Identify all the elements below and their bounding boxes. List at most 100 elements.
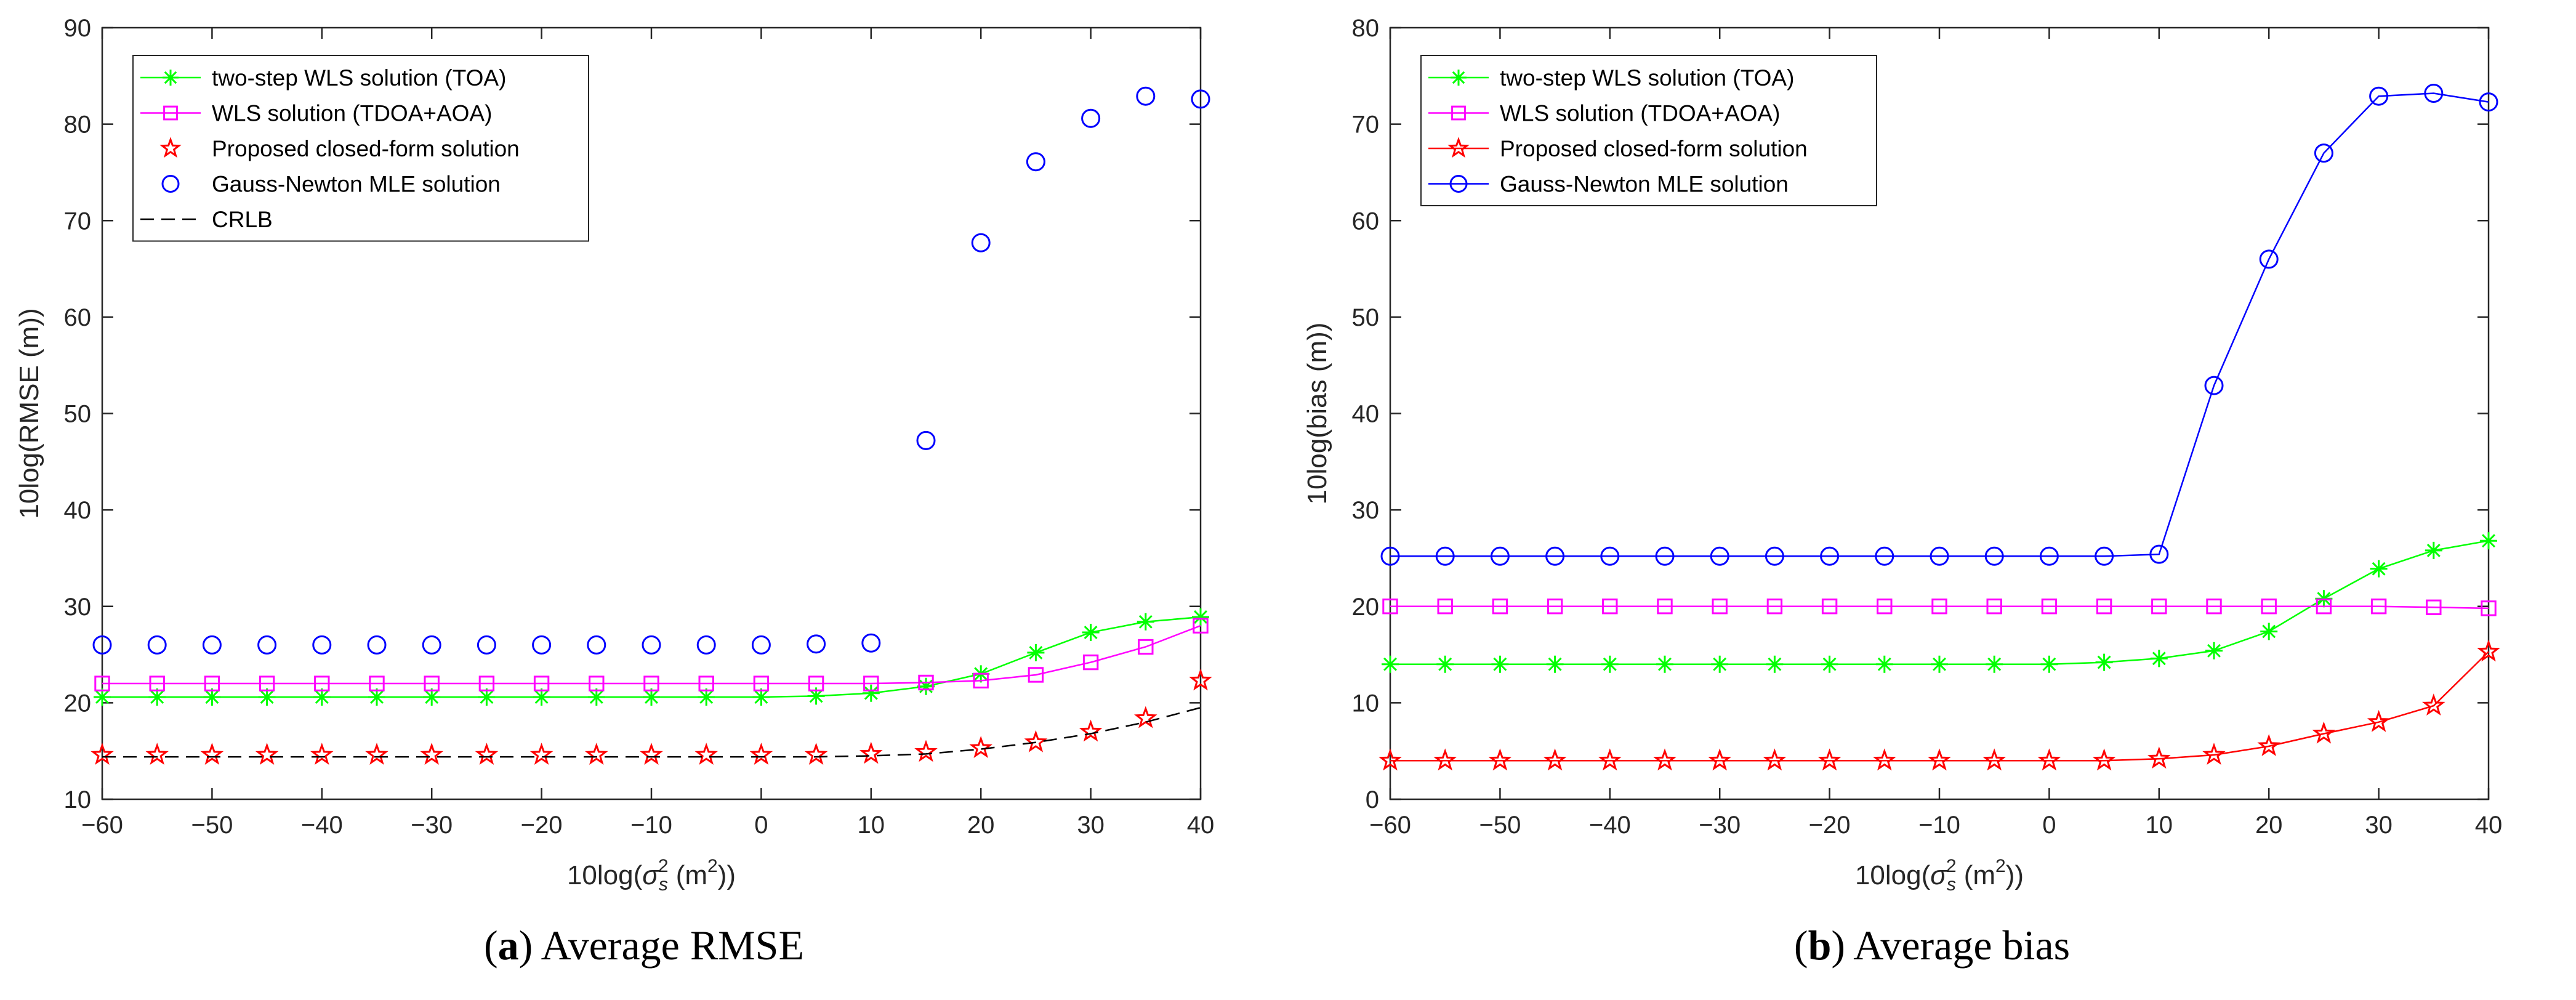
marker-star [1488,748,1512,771]
x-tick-label: −60 [81,812,123,839]
legend-entry: two-step WLS solution (TOA) [1428,65,1794,91]
legend-label: two-step WLS solution (TOA) [1500,65,1794,91]
legend-label: WLS solution (TDOA+AOA) [1500,101,1780,126]
legend-label: Gauss-Newton MLE solution [1500,172,1789,197]
x-axis-label-part: 10log( [1855,860,1931,890]
marker-square [1382,599,1398,615]
marker-star [529,743,553,765]
marker-square [478,675,495,692]
marker-star [1189,668,1212,691]
marker-square [424,675,440,692]
legend-entry: Gauss-Newton MLE solution [1428,172,1789,197]
marker-circle [202,635,222,655]
marker-asterisk [807,687,825,705]
y-tick-label: 70 [64,208,92,235]
x-tick-label: −10 [630,812,672,839]
marker-star [2147,746,2171,769]
y-tick-label: 20 [1352,594,1380,621]
x-tick-label: 0 [754,812,768,839]
series-line [102,624,1201,685]
x-tick-label: −30 [411,812,453,839]
marker-square [2261,599,2277,615]
marker-star [475,743,499,765]
marker-square [1821,599,1838,615]
y-tick-label: 40 [64,497,92,524]
legend-entry: CRLB [140,207,273,232]
legend-entry: Gauss-Newton MLE solution [161,172,501,197]
marker-asterisk [2370,560,2388,578]
marker-square [1492,599,1508,615]
marker-star [159,137,182,158]
x-tick-label: −60 [1369,812,1411,839]
marker-circle [1820,546,1840,566]
legend: two-step WLS solution (TOA) WLS solution … [1420,55,1877,206]
marker-asterisk [1027,643,1045,661]
marker-circle [422,635,441,655]
marker-square [1437,599,1453,615]
marker-star [91,743,114,765]
x-tick-label: −50 [191,812,233,839]
marker-circle [587,635,606,655]
marker-circle [1081,108,1101,128]
marker-asterisk [2205,642,2223,659]
marker-circle [1545,546,1565,566]
x-tick-label: 10 [858,812,885,839]
marker-asterisk [1821,655,1838,673]
marker-star [1653,748,1676,771]
marker-asterisk [2150,650,2168,667]
marker-circle [161,175,180,193]
y-tick-label: 30 [64,594,92,621]
series-proposed-closed-form-solution [1379,639,2500,771]
y-tick-label: 10 [64,786,92,813]
marker-star [969,736,993,758]
legend-label: WLS solution (TDOA+AOA) [212,101,492,126]
marker-star [2477,639,2500,662]
y-tick-label: 40 [1352,401,1380,428]
x-axis-label-part: s [1947,874,1956,895]
marker-circle [1875,546,1894,566]
marker-square [643,675,659,692]
marker-asterisk [752,688,770,706]
marker-asterisk [1875,655,1893,673]
x-tick-label: −40 [1589,812,1631,839]
marker-asterisk [643,688,660,706]
marker-star [804,743,828,765]
marker-asterisk [533,688,550,706]
marker-asterisk [1491,655,1509,673]
marker-asterisk [163,70,179,86]
marker-star [310,743,334,765]
marker-square [2316,599,2332,615]
marker-square [1547,599,1563,615]
marker-circle [532,635,552,655]
marker-asterisk [1546,655,1564,673]
marker-asterisk [1601,655,1619,673]
x-tick-label: 20 [2255,812,2283,839]
marker-square [204,675,220,692]
caption-b: (b) Average bias [1793,922,2071,969]
marker-square [1877,599,1893,615]
x-tick-label: 20 [967,812,995,839]
marker-square [2096,599,2112,615]
marker-asterisk [1766,655,1784,673]
marker-asterisk [2260,623,2278,640]
marker-star [1598,748,1622,771]
marker-circle [861,633,881,653]
marker-square [2206,599,2222,615]
x-axis-label-part: σ [1930,860,1947,890]
marker-circle [916,430,936,450]
x-tick-label: 40 [2475,812,2503,839]
marker-circle [807,634,826,654]
series-wls-solution-tdoa-aoa [1382,599,2497,616]
panel-b: −60 −50 −40 −30 −20 −10 0 10 20 30 40 0 10 20 30 40 50 60… [1288,0,2576,1000]
legend-label: Gauss-Newton MLE solution [212,172,501,197]
marker-circle [92,635,112,655]
marker-asterisk [1931,655,1948,673]
y-tick-label: 30 [1352,497,1380,524]
marker-circle [2039,546,2059,566]
marker-square [533,675,550,692]
y-tick-label: 80 [64,111,92,139]
marker-star [200,743,224,765]
series-line [102,706,1201,758]
x-tick-label: −50 [1479,812,1521,839]
marker-circle [971,233,991,252]
